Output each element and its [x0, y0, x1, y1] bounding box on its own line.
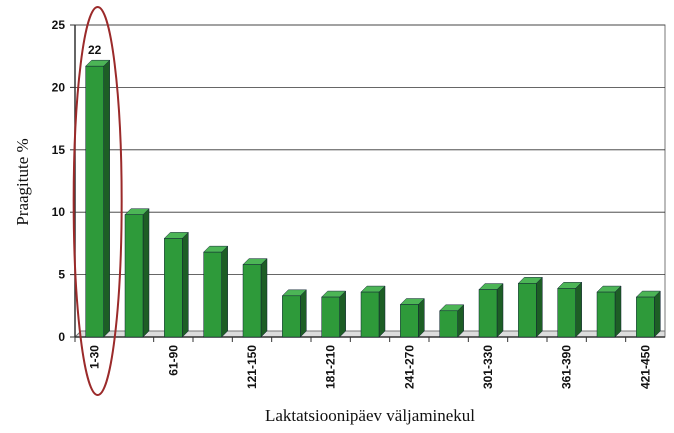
bar-side — [300, 289, 307, 338]
bar — [360, 291, 380, 338]
bar-side — [614, 285, 622, 338]
bar-side — [103, 59, 110, 338]
bar-side — [378, 285, 386, 338]
x-tick-label: 121-150 — [245, 345, 259, 389]
bar — [439, 310, 458, 338]
x-tick-label: 1-30 — [88, 345, 102, 369]
bar — [636, 296, 655, 338]
y-axis-label: Praagitute % — [13, 138, 32, 225]
bar — [557, 288, 576, 338]
bar — [203, 251, 222, 338]
bar-side — [142, 208, 150, 338]
x-tick-label: 241-270 — [402, 345, 416, 389]
bar-side — [260, 258, 268, 338]
bar-side — [654, 290, 661, 338]
x-tick-label: 361-390 — [560, 345, 574, 389]
bar — [282, 295, 301, 338]
bar — [164, 238, 183, 338]
y-tick-label: 20 — [52, 80, 66, 94]
bar — [321, 296, 340, 338]
x-axis-label: Laktatsioonipäev väljaminekul — [265, 406, 475, 425]
bar-side — [536, 276, 543, 338]
bar — [85, 65, 104, 338]
y-tick-label: 15 — [52, 143, 66, 157]
bar — [518, 283, 537, 338]
bar — [400, 304, 419, 338]
x-tick-label: 181-210 — [324, 345, 338, 389]
bar — [242, 264, 262, 338]
y-tick-label: 0 — [58, 330, 65, 344]
bar — [124, 214, 144, 338]
x-tick-label: 61-90 — [166, 345, 180, 376]
value-label: 22 — [88, 43, 102, 57]
y-tick-label: 10 — [52, 205, 66, 219]
highlight-ellipse — [72, 6, 123, 396]
x-tick-label: 421-450 — [638, 345, 652, 389]
bar-side — [221, 245, 228, 338]
y-tick-label: 5 — [58, 268, 65, 282]
bar — [478, 289, 498, 338]
bar — [596, 291, 616, 338]
bar-side — [575, 281, 582, 338]
y-tick-label: 25 — [52, 18, 66, 32]
x-tick-label: 301-330 — [481, 345, 495, 389]
bar-side — [496, 282, 504, 338]
bar-side — [418, 297, 425, 338]
bar-side — [182, 231, 189, 338]
bar-side — [339, 290, 346, 338]
